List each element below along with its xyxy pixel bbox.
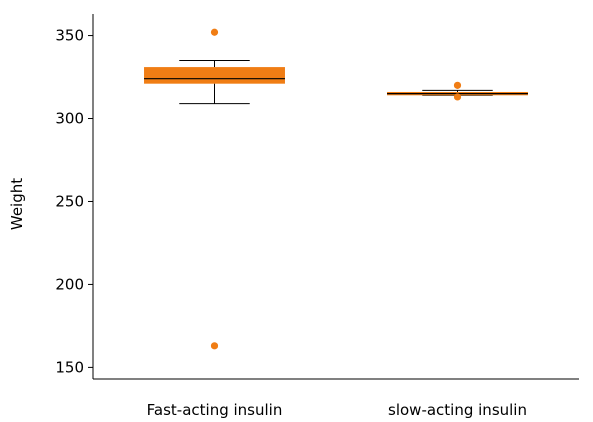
outlier-point-2 bbox=[453, 93, 462, 101]
boxes-layer bbox=[144, 28, 528, 350]
y-tick-label-150: 150 bbox=[55, 358, 84, 376]
outlier-point-1 bbox=[453, 81, 462, 89]
y-tick-label-300: 300 bbox=[55, 110, 84, 128]
axes-layer: 150 200 250 300 350 Fast-acting insulin slow-a… bbox=[55, 14, 579, 419]
y-axis-title: Weight bbox=[8, 178, 26, 230]
y-tick-label-250: 250 bbox=[55, 192, 84, 210]
box-iqr bbox=[144, 67, 285, 84]
x-category-label-1: Fast-acting insulin bbox=[147, 401, 283, 419]
outlier-point-2 bbox=[210, 342, 219, 350]
outlier-point-1 bbox=[210, 28, 219, 36]
x-category-label-2: slow-acting insulin bbox=[388, 401, 527, 419]
box-group-2 bbox=[387, 81, 528, 101]
y-tick-label-200: 200 bbox=[55, 275, 84, 293]
box-group-1 bbox=[144, 28, 285, 350]
y-tick-label-350: 350 bbox=[55, 27, 84, 45]
